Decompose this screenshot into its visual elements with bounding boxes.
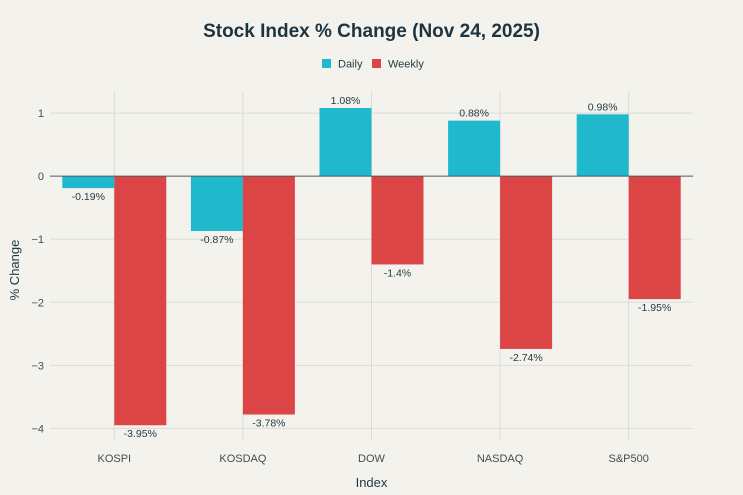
data-label: 1.08% bbox=[331, 95, 361, 107]
x-tick-label: S&P500 bbox=[609, 453, 649, 465]
y-axis-title: % Change bbox=[7, 240, 22, 301]
bar-daily-dow bbox=[319, 108, 372, 177]
bar-weekly-sp500 bbox=[628, 176, 681, 300]
bar-weekly-kospi bbox=[114, 176, 167, 426]
x-axis-title: Index bbox=[356, 475, 388, 490]
y-tick-label: 1 bbox=[38, 108, 44, 120]
data-label: -2.74% bbox=[509, 352, 542, 364]
bar-weekly-dow bbox=[371, 176, 424, 265]
data-label: 0.98% bbox=[588, 101, 618, 113]
y-tick-label: −1 bbox=[31, 234, 44, 246]
x-tick-label: DOW bbox=[358, 453, 386, 465]
y-tick-label: −2 bbox=[31, 297, 44, 309]
x-tick-label: NASDAQ bbox=[477, 453, 524, 465]
legend-label-daily: Daily bbox=[338, 59, 363, 71]
legend: Daily Weekly bbox=[322, 59, 424, 71]
data-label: -3.95% bbox=[124, 428, 157, 440]
data-labels: -0.19% -0.87% 1.08% 0.88% 0.98% -3.95% -3.78% -… bbox=[72, 95, 672, 440]
y-tick-label: 0 bbox=[38, 171, 44, 183]
data-label: -0.87% bbox=[200, 234, 233, 246]
data-label: -3.78% bbox=[252, 418, 285, 430]
legend-swatch-weekly bbox=[372, 59, 381, 68]
y-axis-ticks: 1 0 −1 −2 −3 −4 bbox=[31, 108, 44, 435]
data-label: -1.95% bbox=[638, 302, 671, 314]
legend-label-weekly: Weekly bbox=[388, 59, 424, 71]
bar-daily-kospi bbox=[62, 176, 115, 189]
data-label: -0.19% bbox=[72, 191, 105, 203]
bars bbox=[62, 108, 681, 426]
bar-weekly-kosdaq bbox=[242, 176, 295, 415]
data-label: 0.88% bbox=[459, 108, 489, 120]
legend-swatch-daily bbox=[322, 59, 331, 68]
data-label: -1.4% bbox=[384, 267, 411, 279]
chart-title: Stock Index % Change (Nov 24, 2025) bbox=[203, 21, 540, 42]
bar-daily-kosdaq bbox=[190, 176, 243, 231]
y-tick-label: −3 bbox=[31, 360, 44, 372]
x-tick-label: KOSPI bbox=[97, 453, 131, 465]
x-tick-label: KOSDAQ bbox=[219, 453, 267, 465]
y-tick-label: −4 bbox=[31, 423, 44, 435]
bar-daily-sp500 bbox=[576, 114, 629, 177]
bar-weekly-nasdaq bbox=[500, 176, 553, 349]
bar-daily-nasdaq bbox=[448, 120, 501, 177]
x-axis-ticks: KOSPI KOSDAQ DOW NASDAQ S&P500 bbox=[97, 453, 648, 465]
